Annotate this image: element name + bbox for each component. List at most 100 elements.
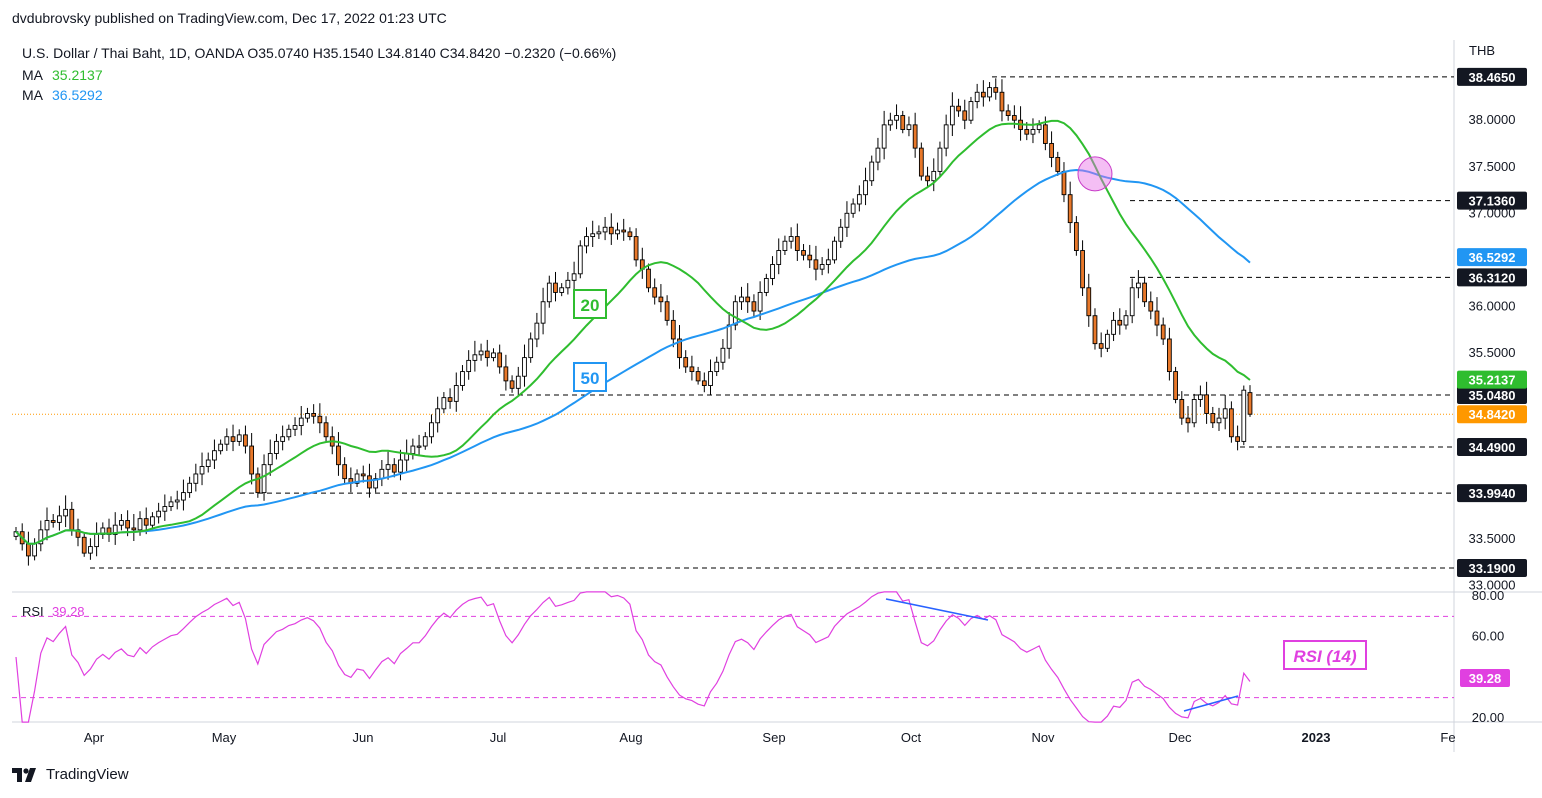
- candle: [962, 99, 968, 130]
- candle-body-up: [1216, 417, 1222, 424]
- candle-body-down: [342, 464, 348, 480]
- candle-body-down: [608, 226, 614, 235]
- candle: [925, 166, 930, 189]
- candle: [181, 479, 186, 511]
- candle: [243, 425, 248, 454]
- candle-body-up: [584, 236, 589, 247]
- candle-body-down: [1024, 129, 1030, 135]
- candle-body-down: [81, 536, 87, 554]
- candle: [38, 520, 44, 552]
- candle-body-down: [912, 124, 918, 149]
- candle-body-down: [484, 350, 490, 359]
- candle: [943, 114, 949, 157]
- candle: [75, 518, 81, 547]
- candle: [1229, 401, 1234, 443]
- candle: [900, 110, 906, 134]
- candle-body-down: [125, 520, 130, 529]
- candle-body-up: [894, 115, 899, 121]
- candle-body-up: [770, 264, 775, 279]
- candle: [150, 512, 155, 529]
- candle: [373, 473, 379, 493]
- candle: [515, 366, 521, 396]
- candle-body-down: [993, 87, 999, 93]
- rsi-line: [15, 591, 1251, 723]
- candle: [1142, 276, 1147, 307]
- candle-body-up: [261, 464, 267, 494]
- candle: [360, 465, 366, 483]
- candle-body-up: [832, 240, 837, 261]
- candle-body-down: [1179, 399, 1185, 419]
- candle-body-up: [1198, 394, 1203, 400]
- rsi-legend-value: 39.28: [52, 604, 85, 619]
- candle: [1036, 120, 1042, 134]
- candle-body-up: [1136, 282, 1141, 289]
- candle-body-up: [590, 233, 596, 238]
- candle: [311, 404, 317, 424]
- x-tick-label: Nov: [1031, 730, 1055, 745]
- candle: [807, 244, 813, 269]
- candle: [999, 79, 1005, 122]
- rsi-annotation: RSI (14): [1283, 640, 1367, 670]
- x-tick-label: Dec: [1168, 730, 1192, 745]
- candle-body-up: [863, 180, 868, 196]
- candle: [745, 283, 751, 313]
- candle: [782, 235, 788, 256]
- candle-body-up: [522, 357, 527, 377]
- ma-50-tag-text: 50: [581, 369, 600, 388]
- candle: [453, 372, 459, 412]
- candle: [466, 350, 472, 380]
- candle: [770, 256, 775, 286]
- candle: [1148, 291, 1154, 320]
- candle-body-up: [286, 428, 292, 438]
- candle-body-down: [131, 527, 137, 531]
- candle: [912, 112, 918, 158]
- level-label-text: 35.0480: [1469, 388, 1516, 403]
- candle-body-up: [1123, 315, 1129, 326]
- candle: [776, 238, 782, 275]
- x-tick-label: Jul: [490, 730, 507, 745]
- candle: [968, 96, 974, 124]
- rsi-value-tag-text: 39.28: [1469, 671, 1502, 686]
- candle-body-down: [323, 422, 329, 438]
- rsi-tick-label: 20.00: [1472, 710, 1505, 725]
- rsi-bullish-divergence: [1183, 695, 1239, 712]
- candle: [1011, 105, 1017, 129]
- x-tick-label: Aug: [619, 730, 642, 745]
- candle-body-up: [354, 473, 360, 484]
- x-tick-label: Jun: [353, 730, 374, 745]
- candle: [230, 424, 236, 452]
- brand-name: TradingView: [46, 766, 129, 783]
- candle-body-up: [1105, 333, 1110, 349]
- candle-body-down: [69, 508, 75, 531]
- x-tick-label: 2023: [1302, 730, 1331, 745]
- candle-body-up: [305, 413, 310, 419]
- publisher-line: dvdubrovsky published on TradingView.com…: [12, 10, 447, 26]
- candle: [1111, 311, 1116, 342]
- candle-body-up: [714, 361, 720, 373]
- candle: [825, 248, 831, 274]
- candle: [1086, 273, 1092, 327]
- candle-body-up: [1222, 408, 1228, 419]
- candle: [1160, 317, 1166, 345]
- ma-legend-label: MA: [22, 87, 44, 103]
- candle: [1117, 308, 1123, 335]
- candle-body-down: [794, 236, 800, 251]
- candle: [224, 428, 230, 451]
- candle-body-up: [398, 459, 403, 473]
- price-tag: 35.2137: [1457, 370, 1527, 389]
- candle: [726, 311, 732, 359]
- candle-body-down: [1061, 170, 1067, 196]
- candle: [435, 396, 441, 433]
- candle: [193, 463, 199, 492]
- footer-brand[interactable]: TradingView: [12, 766, 129, 783]
- y-tick-label: 35.5000: [1469, 345, 1516, 360]
- candle-body-down: [1204, 394, 1209, 414]
- candle-body-down: [745, 296, 751, 303]
- candle: [100, 522, 106, 539]
- rsi-tick-label: 60.00: [1472, 629, 1505, 644]
- candle: [534, 312, 540, 348]
- level-label-text: 38.4650: [1469, 70, 1516, 85]
- candle: [131, 514, 137, 542]
